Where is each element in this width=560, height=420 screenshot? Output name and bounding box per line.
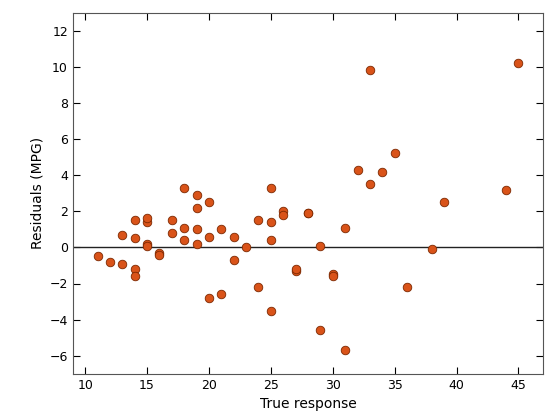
Point [93, 253, 102, 260]
Point [192, 240, 201, 247]
Point [291, 266, 300, 273]
Point [440, 199, 449, 205]
X-axis label: True response: True response [260, 397, 356, 411]
Point [105, 258, 114, 265]
Point [328, 273, 337, 280]
Point [378, 168, 387, 175]
Point [267, 307, 276, 314]
Point [143, 215, 152, 222]
Point [353, 166, 362, 173]
Point [155, 249, 164, 256]
Point [217, 291, 226, 298]
Point [118, 260, 127, 267]
Point [229, 233, 238, 240]
Point [267, 237, 276, 244]
Point [304, 210, 312, 216]
Point [502, 186, 511, 193]
Point [403, 284, 412, 291]
Point [514, 60, 523, 66]
Point [130, 273, 139, 280]
Point [204, 294, 213, 301]
Point [217, 226, 226, 233]
Point [267, 184, 276, 191]
Point [267, 219, 276, 226]
Point [316, 327, 325, 334]
Point [130, 217, 139, 223]
Point [340, 347, 349, 354]
Point [254, 284, 263, 291]
Point [279, 212, 288, 218]
Point [143, 240, 152, 247]
Point [390, 150, 399, 157]
Point [316, 242, 325, 249]
Point [167, 217, 176, 223]
Point [143, 242, 152, 249]
Point [204, 199, 213, 205]
Point [130, 266, 139, 273]
Point [366, 181, 375, 187]
Point [427, 246, 436, 252]
Point [180, 237, 189, 244]
Point [366, 67, 375, 74]
Point [143, 219, 152, 226]
Point [254, 217, 263, 223]
Point [229, 257, 238, 263]
Point [241, 244, 250, 251]
Point [167, 230, 176, 236]
Point [279, 208, 288, 215]
Point [180, 224, 189, 231]
Point [118, 231, 127, 238]
Point [192, 192, 201, 198]
Point [204, 233, 213, 240]
Point [155, 251, 164, 258]
Point [328, 271, 337, 278]
Point [304, 210, 312, 216]
Point [291, 268, 300, 274]
Y-axis label: Residuals (MPG): Residuals (MPG) [30, 137, 44, 249]
Point [130, 235, 139, 242]
Point [340, 224, 349, 231]
Point [192, 226, 201, 233]
Point [192, 204, 201, 211]
Point [180, 184, 189, 191]
